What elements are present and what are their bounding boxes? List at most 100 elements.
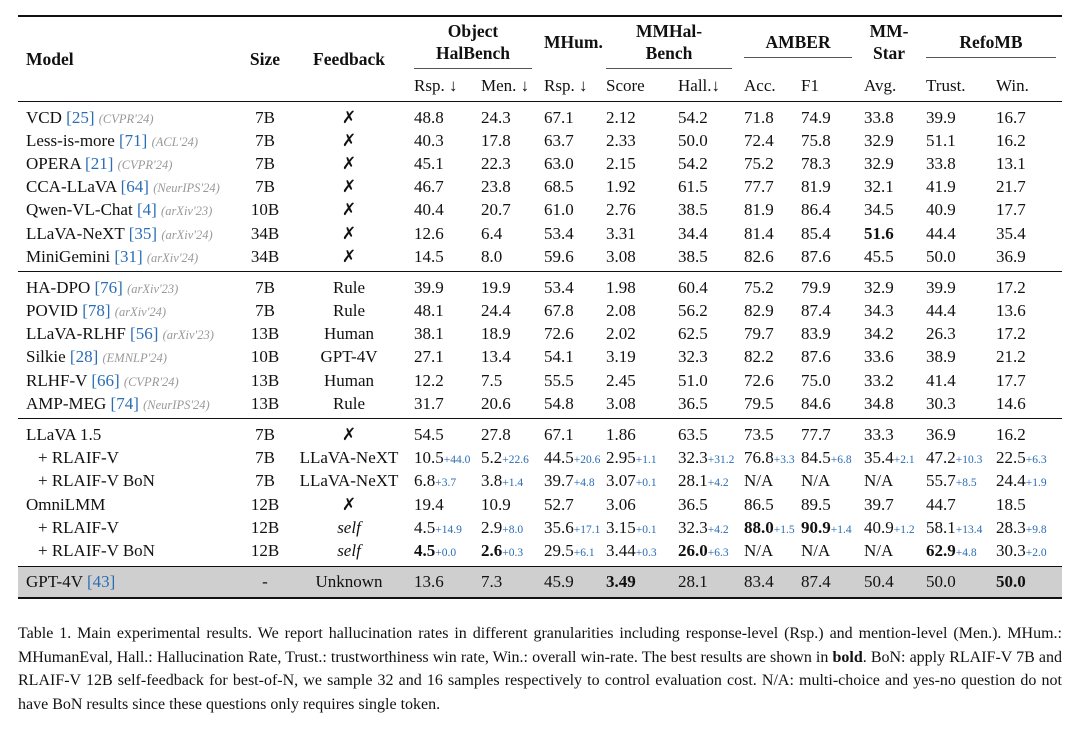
score-cell: 75.0 bbox=[795, 369, 858, 392]
score-cell: 24.4 bbox=[475, 300, 538, 323]
score-value: 10.5 bbox=[414, 448, 444, 468]
score-cell: N/A bbox=[738, 539, 795, 566]
feedback-cell: LLaVA-NeXT bbox=[299, 448, 399, 468]
column-header: Feedback bbox=[313, 48, 385, 69]
score-cell: 45.1 bbox=[408, 152, 475, 175]
score-cell: 71.8 bbox=[738, 102, 795, 130]
score-value: 81.9 bbox=[801, 177, 831, 197]
score-cell: 81.9 bbox=[738, 199, 795, 222]
model-cell: AMP-MEG [74] (NeurIPS'24) bbox=[18, 392, 240, 419]
score-value: 67.1 bbox=[544, 425, 574, 445]
score-cell: 39.9 bbox=[408, 272, 475, 300]
score-value: 3.49 bbox=[606, 572, 636, 592]
score-cell: 39.9 bbox=[920, 102, 990, 130]
score-value: 36.5 bbox=[678, 494, 708, 514]
score-cell: 44.4 bbox=[920, 300, 990, 323]
score-cell: 19.9 bbox=[475, 272, 538, 300]
feedback-cell: Human bbox=[323, 370, 375, 390]
score-value: 88.0 bbox=[744, 517, 774, 537]
size-cell: 10B bbox=[250, 347, 280, 367]
score-value: 48.1 bbox=[414, 301, 444, 321]
score-cell: 3.15+0.1 bbox=[600, 516, 672, 539]
score-value: 12.6 bbox=[414, 223, 444, 243]
feedback-cell: ✗ bbox=[341, 200, 357, 220]
score-value: 59.6 bbox=[544, 246, 574, 266]
score-cell: 40.9 bbox=[920, 199, 990, 222]
model-cell: + RLAIF-V BoN bbox=[18, 539, 240, 566]
score-cell: 55.5 bbox=[538, 369, 600, 392]
model-venue: (arXiv'24) bbox=[161, 227, 213, 242]
model-name: + RLAIF-V BoN bbox=[38, 540, 155, 560]
score-value: 86.4 bbox=[801, 200, 831, 220]
score-cell: 84.6 bbox=[795, 392, 858, 419]
model-name: Less-is-more bbox=[26, 130, 115, 150]
model-name: OmniLMM bbox=[26, 494, 106, 514]
score-cell: 2.9+8.0 bbox=[475, 516, 538, 539]
score-value: 17.2 bbox=[996, 324, 1026, 344]
score-cell: 88.0+1.5 bbox=[738, 516, 795, 539]
score-value: 6.4 bbox=[481, 223, 503, 243]
group-header-line: Object bbox=[447, 20, 499, 41]
score-cell: 56.2 bbox=[672, 300, 738, 323]
subheader: Rsp. ↓ bbox=[544, 76, 588, 95]
subheader: Men. ↓ bbox=[481, 76, 530, 95]
score-cell: 34.5 bbox=[858, 199, 920, 222]
score-value: 3.15 bbox=[606, 517, 636, 537]
score-cell: 7.3 bbox=[475, 566, 538, 598]
score-value: 39.9 bbox=[414, 277, 444, 297]
score-value: 82.6 bbox=[744, 246, 774, 266]
score-value: 34.5 bbox=[864, 200, 894, 220]
score-cell: 68.5 bbox=[538, 176, 600, 199]
score-value: 50.4 bbox=[864, 572, 894, 592]
size-cell: 7B bbox=[255, 301, 275, 321]
score-delta: +20.6 bbox=[573, 454, 601, 467]
score-cell: 2.02 bbox=[600, 323, 672, 346]
size-cell: 13B bbox=[250, 324, 280, 344]
score-value: 75.8 bbox=[801, 130, 831, 150]
score-cell: 84.5+6.8 bbox=[795, 447, 858, 470]
score-value: 3.19 bbox=[606, 347, 636, 367]
size-cell: 7B bbox=[255, 153, 275, 173]
results-table: Model Size Feedback Object HalBench MHum. MMHa… bbox=[18, 15, 1063, 599]
feedback-cell: ✗ bbox=[341, 425, 357, 445]
score-cell: 16.2 bbox=[990, 129, 1062, 152]
score-value: 54.1 bbox=[544, 347, 574, 367]
score-cell: 46.7 bbox=[408, 176, 475, 199]
subheader: Win. bbox=[996, 76, 1029, 95]
score-value: 34.3 bbox=[864, 301, 894, 321]
subheader: Trust. bbox=[926, 76, 966, 95]
score-cell: 2.45 bbox=[600, 369, 672, 392]
model-cell: + RLAIF-V BoN bbox=[18, 470, 240, 493]
model-venue: (arXiv'24) bbox=[114, 305, 167, 320]
model-cell: OPERA [21] (CVPR'24) bbox=[18, 152, 240, 175]
model-cell: RLHF-V [66] (CVPR'24) bbox=[18, 369, 240, 392]
score-cell: 40.4 bbox=[408, 199, 475, 222]
score-delta: +44.0 bbox=[443, 454, 471, 467]
score-cell: 3.49 bbox=[600, 566, 672, 598]
model-venue: (NeurIPS'24) bbox=[143, 397, 210, 412]
score-value: 79.9 bbox=[801, 277, 831, 297]
score-delta: +14.9 bbox=[435, 523, 462, 536]
score-value: 2.02 bbox=[606, 324, 636, 344]
score-value: 62.9 bbox=[926, 540, 956, 560]
model-venue: (CVPR'24) bbox=[98, 111, 154, 126]
score-value: 83.4 bbox=[744, 572, 774, 592]
score-value: 21.2 bbox=[996, 347, 1026, 367]
score-cell: 53.4 bbox=[538, 272, 600, 300]
score-value: 67.1 bbox=[544, 107, 574, 127]
table-row: Silkie [28] (EMNLP'24) 10B GPT-4V 27.1 13.4 5… bbox=[18, 346, 1062, 369]
model-ref: [35] bbox=[128, 223, 158, 243]
score-value: 84.5 bbox=[801, 448, 831, 468]
score-value: 5.2 bbox=[481, 448, 503, 468]
score-value: 32.3 bbox=[678, 347, 708, 367]
score-cell: 45.5 bbox=[858, 245, 920, 272]
score-cell: 79.5 bbox=[738, 392, 795, 419]
score-cell: 3.08 bbox=[600, 245, 672, 272]
model-ref: [21] bbox=[85, 153, 114, 173]
score-cell: 28.3+9.8 bbox=[990, 516, 1062, 539]
model-name: CCA-LLaVA bbox=[26, 177, 117, 197]
score-value: 76.8 bbox=[744, 448, 774, 468]
score-delta: +0.1 bbox=[635, 477, 657, 490]
score-cell: 7.5 bbox=[475, 369, 538, 392]
score-value: 2.6 bbox=[481, 540, 503, 560]
